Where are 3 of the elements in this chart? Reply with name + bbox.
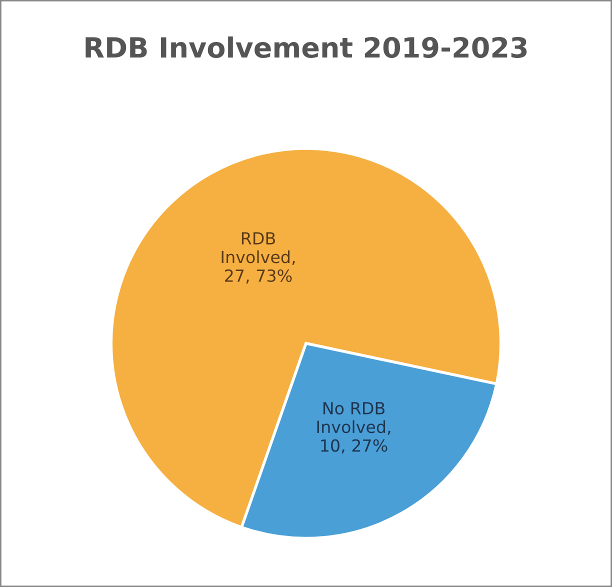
slice-label: RDB Involved, 27, 73% xyxy=(222,232,295,284)
slice-label: No RDB Involved, 10, 27% xyxy=(317,402,390,454)
chart-title: RDB Involvement 2019-2023 xyxy=(86,36,527,58)
